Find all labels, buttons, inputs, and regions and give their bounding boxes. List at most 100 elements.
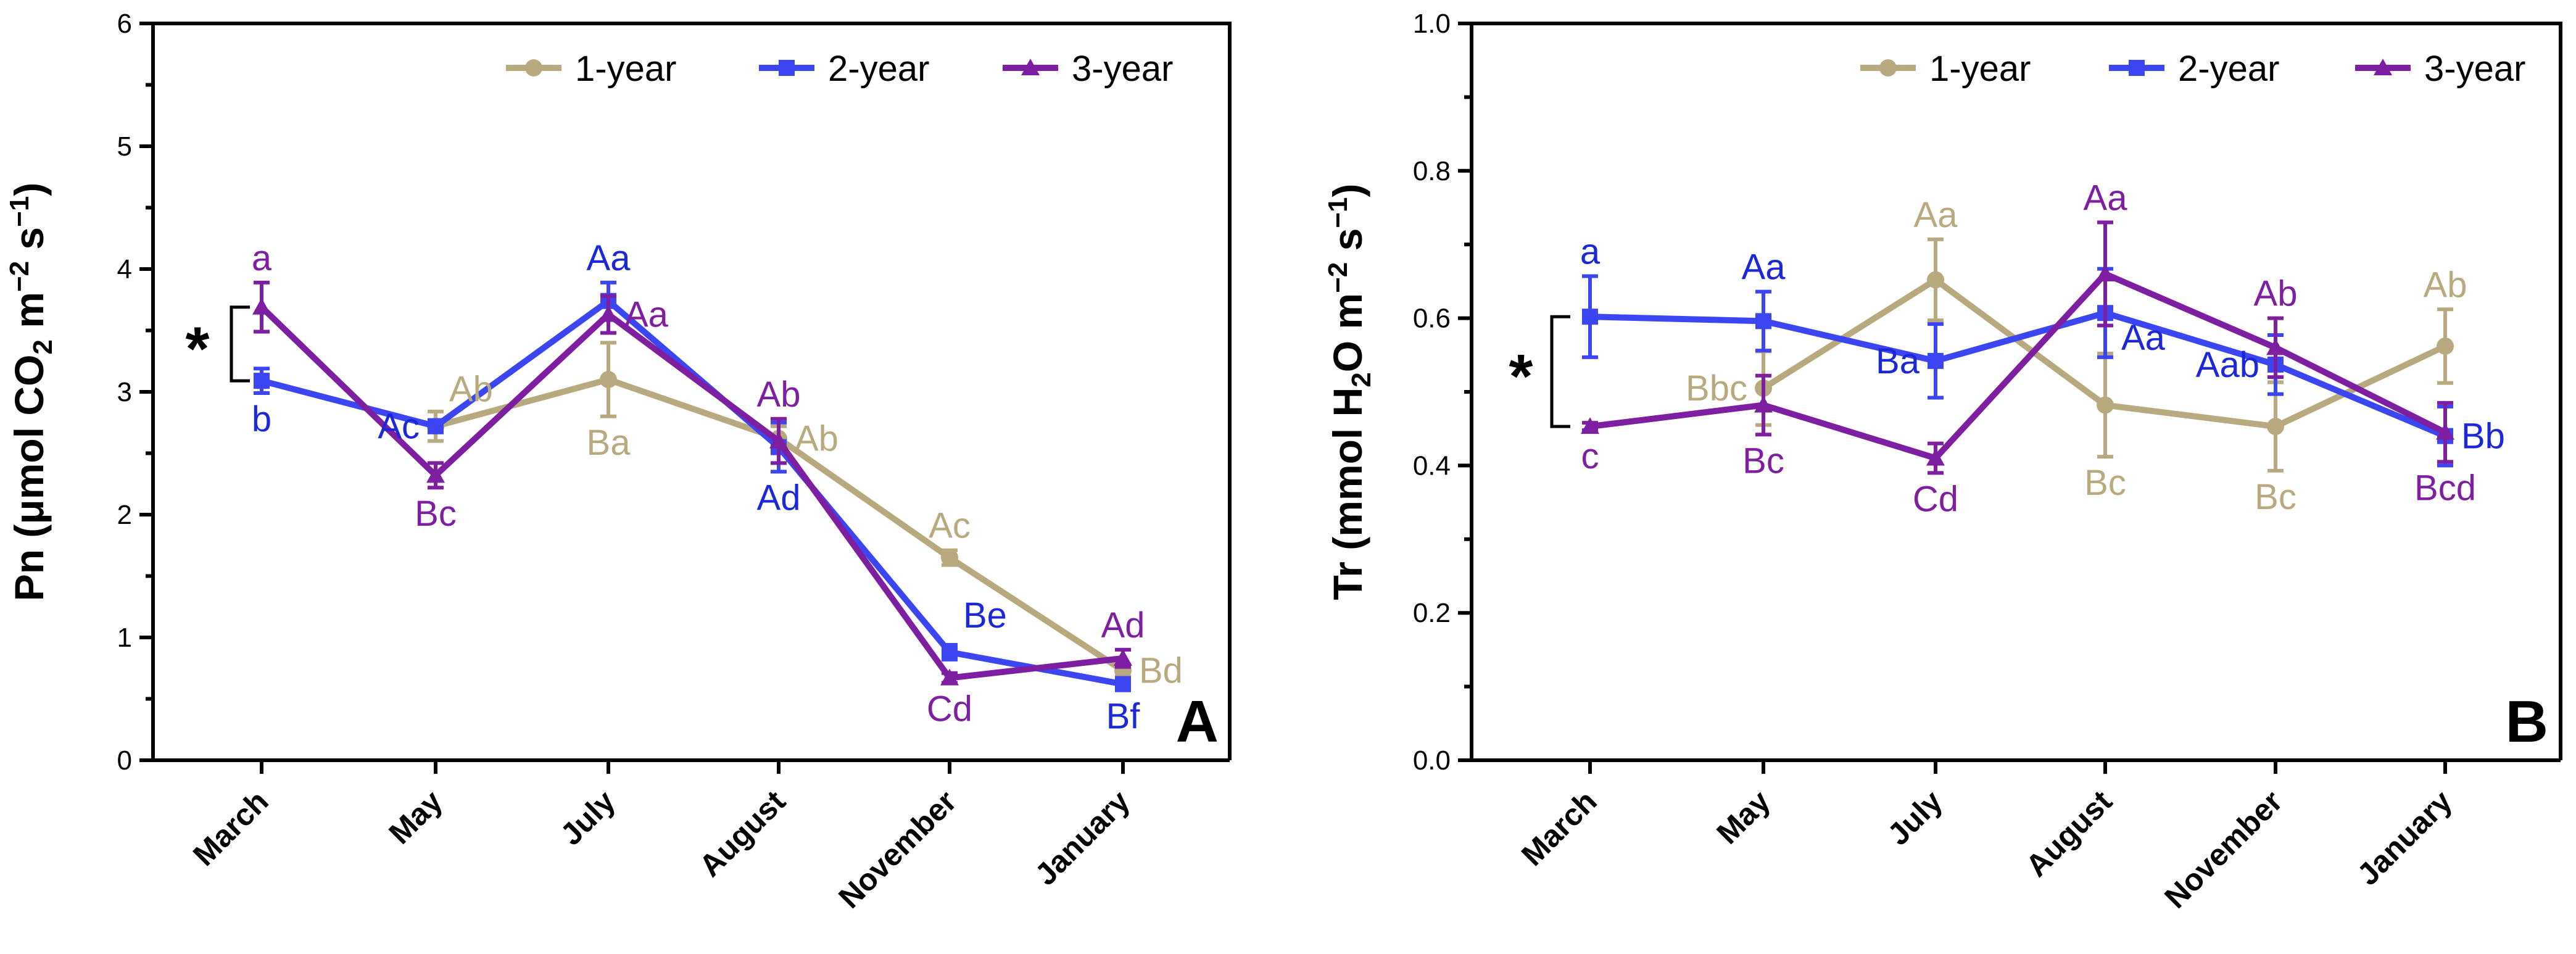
y-axis-title-sub: 2 [28, 339, 58, 354]
legend-label-two_year: 2-year [2178, 49, 2279, 89]
y-tick-label: 5 [117, 131, 132, 162]
panel-letter: B [2506, 689, 2548, 755]
legend-marker-one_year [1879, 59, 1897, 77]
y-tick-label: 0.0 [1413, 745, 1451, 776]
series-three_year [252, 280, 1132, 686]
x-tick-label-january: January [1029, 784, 1137, 892]
legend-marker-one_year [525, 59, 542, 77]
legend-marker-three_year [1021, 59, 1040, 75]
significance-letter: Ac [378, 407, 420, 447]
chart-panel-b: 0.0 0.2 0.4 0.6 0.8 1.0 March May July August Nove… [1323, 9, 2562, 915]
data-point-two_year [1928, 352, 1944, 369]
data-point-three_year [252, 297, 271, 315]
chart-panel-a: 0 1 2 3 4 5 6 March May July August November January… [4, 9, 1232, 915]
data-point-two_year [1582, 309, 1598, 325]
data-point-three_year [769, 431, 788, 449]
data-point-two_year [942, 644, 958, 660]
y-axis-title-sup: −2 [1323, 262, 1353, 293]
data-point-two_year [1755, 313, 1771, 330]
x-tick-label-march: March [186, 784, 275, 873]
significance-letter: Bc [1742, 441, 1784, 481]
significance-letter: Bbc [1686, 368, 1747, 409]
y-tick-label: 0.2 [1413, 598, 1451, 628]
x-tick-label-january: January [2351, 784, 2459, 892]
data-point-three_year [1754, 396, 1773, 413]
x-tick-label-may: May [382, 784, 449, 851]
significance-letter: Ab [757, 375, 801, 415]
data-point-one_year [2267, 418, 2284, 436]
x-tick-label-may: May [1710, 784, 1777, 851]
y-tick-label: 4 [117, 254, 132, 284]
legend: 1-year 2-year 3-year [506, 49, 1173, 89]
y-axis-title-s: s [6, 227, 52, 261]
significance-letter: Bb [2461, 417, 2505, 457]
significance-letter: Bc [415, 494, 457, 534]
y-axis-title-unit: O m [1325, 293, 1370, 372]
significance-letter: Aa [2121, 318, 2166, 358]
legend-label-three_year: 3-year [2424, 49, 2525, 89]
data-point-one_year [1927, 271, 1944, 289]
data-point-three_year [940, 668, 959, 686]
significance-letter: Ab [795, 419, 839, 459]
significance-letter: a [252, 238, 272, 278]
significance-letter: Ab [449, 370, 493, 410]
y-axis-title-close: ) [1325, 184, 1370, 197]
series-line-two_year [1589, 310, 2446, 439]
y-tick-label: 1 [117, 623, 132, 653]
significance-bracket [1550, 315, 1570, 428]
significance-letter: a [1580, 232, 1601, 272]
y-axis-title-main: Pn (μmol CO [6, 355, 52, 602]
y-axis-title-main: Tr (mmol H [1325, 388, 1370, 600]
y-tick-label: 0 [117, 745, 132, 776]
data-point-one_year [941, 549, 958, 566]
legend-marker-two_year [2129, 60, 2145, 76]
significance-letter: Ab [2254, 274, 2298, 314]
significance-star: * [186, 314, 210, 383]
significance-letter: Cd [927, 689, 972, 729]
data-point-three_year [599, 305, 618, 322]
significance-letter: Ac [929, 506, 971, 546]
legend-label-one_year: 1-year [575, 49, 676, 89]
significance-star: * [1509, 342, 1533, 411]
significance-letter: Bd [1139, 651, 1183, 691]
y-axis-title-sup: −2 [4, 261, 35, 292]
y-tick-label: 2 [117, 500, 132, 530]
data-point-two_year [1115, 676, 1131, 692]
y-tick-label: 6 [117, 9, 132, 39]
significance-letter: Ad [757, 478, 801, 518]
significance-letter: Bcd [2414, 468, 2476, 508]
y-tick-label: 3 [117, 377, 132, 407]
significance-letter: b [252, 399, 271, 439]
data-point-three_year [426, 466, 445, 483]
x-tick-label-july: July [1881, 784, 1949, 852]
significance-letter: Ad [1101, 605, 1145, 645]
y-axis-title-sup: −1 [4, 196, 35, 227]
significance-bracket [230, 305, 250, 383]
significance-letter: Ba [587, 423, 631, 463]
x-tick-label-november: November [832, 784, 963, 915]
data-point-one_year [600, 371, 617, 389]
series-line-three_year [1589, 270, 2447, 462]
significance-letter: Be [963, 595, 1007, 636]
legend-marker-two_year [779, 60, 795, 76]
legend-marker-three_year [2374, 59, 2392, 75]
significance-letter: Aa [624, 295, 669, 335]
series-three_year [1581, 220, 2454, 475]
y-axis-title-close: ) [6, 183, 52, 196]
x-tick-label-march: March [1515, 784, 1604, 873]
y-axis-title-s: s [1325, 228, 1370, 262]
data-point-three_year [2436, 423, 2454, 440]
y-axis-title: Tr (mmol H2O m−2 s−1) [1323, 184, 1377, 600]
legend: 1-year 2-year 3-year [1860, 49, 2525, 89]
data-point-two_year [254, 373, 270, 389]
legend-label-three_year: 3-year [1072, 49, 1173, 89]
significance-letter: c [1581, 436, 1599, 476]
x-tick-label-august: August [2019, 784, 2119, 884]
y-tick-label: 0.6 [1413, 304, 1451, 334]
data-point-three_year [2266, 338, 2285, 355]
significance-letter: Aa [2084, 178, 2128, 218]
data-point-one_year [2437, 337, 2454, 355]
significance-letter: Aa [1914, 195, 1958, 235]
y-tick-label: 0.8 [1413, 156, 1451, 186]
significance-letter: Bc [2084, 463, 2126, 503]
